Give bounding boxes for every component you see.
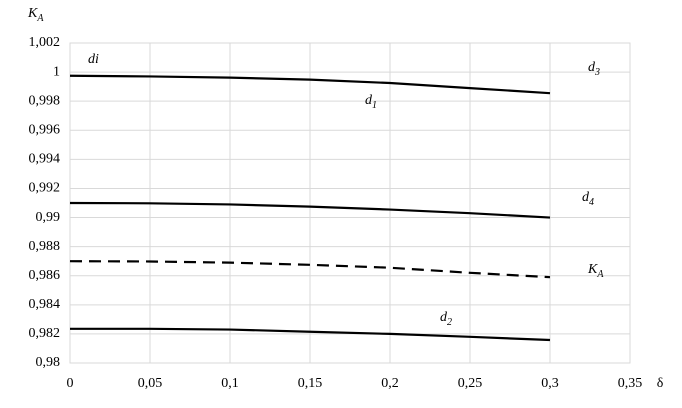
x-tick-label: 0,3 — [541, 376, 559, 391]
x-axis-title: δ — [657, 376, 664, 391]
series-label-base: d — [582, 190, 590, 205]
data-line — [69, 260, 551, 279]
series-label-sub: 2 — [447, 317, 452, 328]
data-line — [69, 74, 551, 95]
y-tick-label: 0,992 — [29, 181, 61, 196]
x-tick-label: 0,25 — [458, 376, 483, 391]
y-tick-label: 1,002 — [29, 35, 61, 50]
y-tick-label: 0,982 — [29, 326, 61, 341]
x-tick-label: 0,05 — [138, 376, 163, 391]
x-tick-label: 0 — [67, 376, 74, 391]
series-label-sub: A — [596, 269, 604, 280]
y-tick-label: 0,98 — [36, 355, 61, 370]
y-axis-title: KA — [27, 6, 44, 24]
x-tick-label: 0,1 — [221, 376, 239, 391]
series-label-sub: 4 — [589, 197, 594, 208]
y-tick-label: 1 — [53, 64, 60, 79]
annotation-base: d — [588, 60, 596, 75]
y-axis-title-sub: A — [36, 13, 44, 24]
y-tick-label: 0,994 — [29, 152, 61, 167]
annotation-base: di — [88, 52, 99, 67]
series-label: KA — [587, 262, 604, 280]
data-line — [69, 201, 551, 219]
y-axis-title-base: K — [27, 6, 38, 21]
y-tick-label: 0,986 — [29, 268, 61, 283]
data-line — [70, 327, 551, 342]
annotation: di — [88, 52, 99, 67]
series-label-base: d — [365, 93, 373, 108]
annotation: d3 — [588, 60, 600, 78]
x-tick-label: 0,2 — [381, 376, 399, 391]
x-tick-label: 0,15 — [298, 376, 323, 391]
y-tick-label: 0,99 — [36, 210, 61, 225]
y-tick-label: 0,998 — [29, 93, 61, 108]
series-label-base: d — [440, 310, 448, 325]
series-label: d4 — [582, 190, 594, 208]
series-label-base: K — [587, 262, 598, 277]
y-tick-label: 0,996 — [29, 122, 61, 137]
y-tick-label: 0,988 — [29, 239, 61, 254]
series-label-sub: 1 — [372, 100, 377, 111]
series-label: d1 — [365, 93, 377, 111]
annotation-sub: 3 — [594, 67, 600, 78]
y-tick-label: 0,984 — [29, 297, 61, 312]
x-tick-label: 0,35 — [618, 376, 643, 391]
series-label: d2 — [440, 310, 452, 328]
